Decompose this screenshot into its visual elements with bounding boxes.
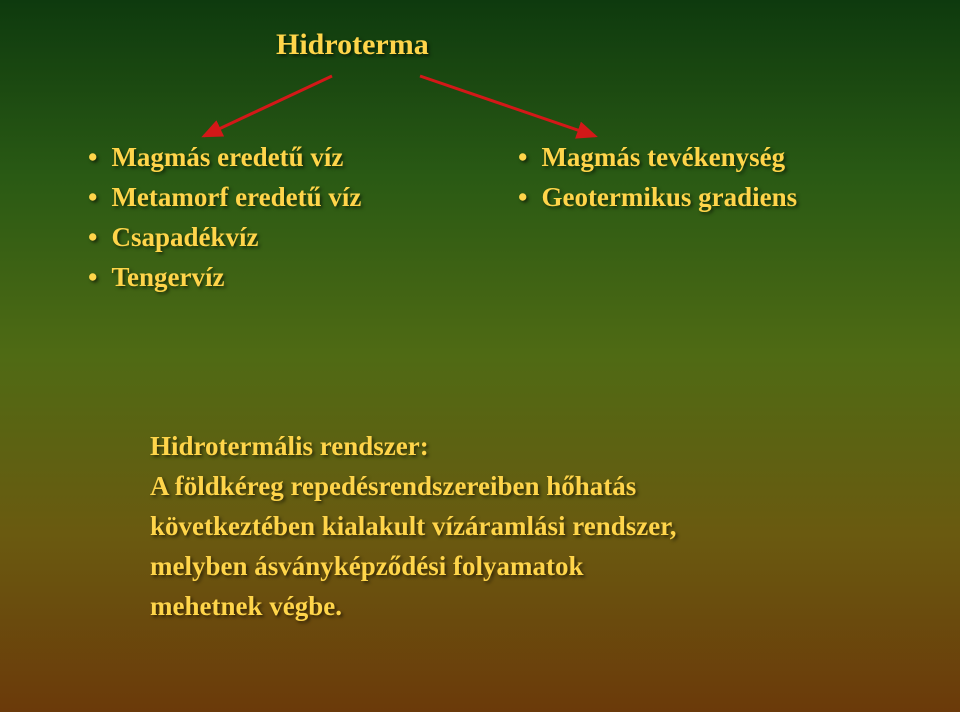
definition-heading: Hidrotermális rendszer: <box>150 426 676 466</box>
bullet-dot-icon: • <box>88 222 97 252</box>
left-bullet-item: • Metamorf eredetű víz <box>88 182 361 213</box>
definition-line: A földkéreg repedésrendszereiben hőhatás <box>150 466 676 506</box>
right-bullet-item: • Geotermikus gradiens <box>518 182 797 213</box>
definition-line: mehetnek végbe. <box>150 586 676 626</box>
right-bullet-label: Magmás tevékenység <box>541 142 785 172</box>
bullet-dot-icon: • <box>518 142 527 172</box>
definition-line: következtében kialakult vízáramlási rend… <box>150 506 676 546</box>
slide: Hidroterma Hidrotermális rendszer: A föl… <box>0 0 960 712</box>
definition-line: melyben ásványképződési folyamatok <box>150 546 676 586</box>
arrow-right <box>420 76 595 136</box>
bullet-dot-icon: • <box>88 262 97 292</box>
right-bullet-label: Geotermikus gradiens <box>541 182 797 212</box>
definition-block: Hidrotermális rendszer: A földkéreg repe… <box>150 426 676 626</box>
left-bullet-item: • Csapadékvíz <box>88 222 258 253</box>
slide-title: Hidroterma <box>276 28 429 62</box>
bullet-dot-icon: • <box>88 182 97 212</box>
right-bullet-item: • Magmás tevékenység <box>518 142 785 173</box>
left-bullet-label: Metamorf eredetű víz <box>111 182 361 212</box>
left-bullet-label: Magmás eredetű víz <box>111 142 343 172</box>
left-bullet-label: Csapadékvíz <box>111 222 258 252</box>
left-bullet-label: Tengervíz <box>111 262 224 292</box>
bullet-dot-icon: • <box>88 142 97 172</box>
bullet-dot-icon: • <box>518 182 527 212</box>
left-bullet-item: • Tengervíz <box>88 262 224 293</box>
left-bullet-item: • Magmás eredetű víz <box>88 142 343 173</box>
arrow-left <box>204 76 332 136</box>
